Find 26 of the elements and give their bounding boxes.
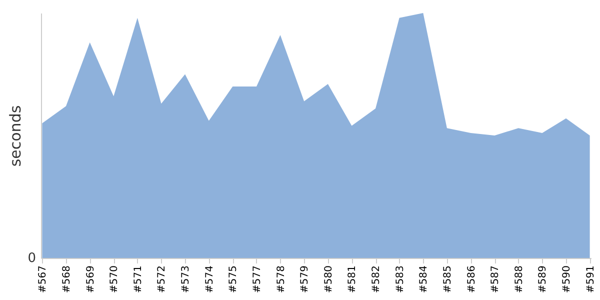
x-tick-label: #582 bbox=[371, 266, 382, 293]
x-tick-label: #574 bbox=[204, 266, 216, 293]
x-tick-label: #570 bbox=[109, 266, 120, 293]
text: 0 bbox=[28, 251, 36, 266]
x-tick-label: #587 bbox=[490, 266, 502, 293]
x-tick-label: #585 bbox=[442, 266, 454, 293]
x-tick-label: #589 bbox=[538, 266, 549, 293]
y-axis-title: seconds bbox=[6, 105, 24, 167]
x-tick-label: #583 bbox=[394, 266, 406, 293]
x-tick-label: #568 bbox=[62, 266, 72, 293]
x-tick-label: #573 bbox=[180, 266, 192, 293]
x-tick-label: #588 bbox=[514, 266, 525, 293]
x-tick-label: #572 bbox=[156, 266, 168, 293]
x-tick-label: #584 bbox=[418, 266, 430, 293]
x-tick-label: #571 bbox=[132, 266, 144, 293]
x-tick-label: #577 bbox=[252, 266, 263, 293]
x-tick-label: #580 bbox=[323, 266, 334, 293]
x-tick-label: #586 bbox=[466, 266, 478, 293]
x-tick-label: #591 bbox=[585, 266, 596, 293]
x-tick-label: #578 bbox=[276, 266, 287, 293]
x-tick-label: #590 bbox=[562, 266, 572, 293]
x-tick-label: #575 bbox=[228, 266, 240, 293]
x-tick-label: #569 bbox=[85, 266, 96, 293]
x-tick-label: #579 bbox=[300, 266, 311, 293]
x-tick-label: #581 bbox=[347, 266, 358, 293]
x-tick-label: #567 bbox=[38, 266, 49, 293]
